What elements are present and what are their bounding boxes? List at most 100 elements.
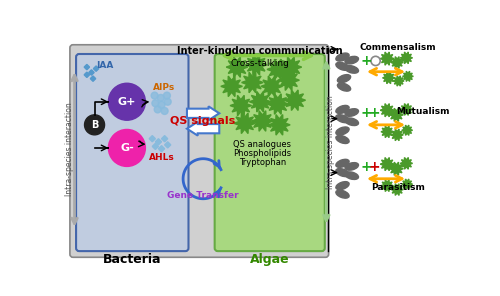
Circle shape [151,92,158,99]
Ellipse shape [345,56,358,64]
Ellipse shape [336,190,349,198]
Text: QS signals: QS signals [170,116,235,126]
Ellipse shape [345,66,358,73]
Polygon shape [400,52,412,64]
Polygon shape [156,139,162,145]
Ellipse shape [336,136,349,144]
Polygon shape [234,113,256,133]
Polygon shape [268,115,290,135]
Text: Bacteria: Bacteria [103,253,162,266]
Text: Intra-species interaction: Intra-species interaction [326,95,336,189]
Circle shape [371,56,380,65]
Text: Phospholipids: Phospholipids [234,149,292,158]
Polygon shape [89,70,94,75]
Circle shape [84,115,104,135]
Text: +: + [360,106,372,120]
Polygon shape [391,129,404,141]
Text: Mutualism: Mutualism [396,107,450,116]
Polygon shape [391,184,404,195]
Polygon shape [261,76,282,96]
Text: IAA: IAA [96,61,114,70]
Text: Tryptophan: Tryptophan [239,158,286,167]
Text: Cross-talking: Cross-talking [230,59,290,68]
Text: Commensalism: Commensalism [360,43,436,52]
Ellipse shape [338,83,350,91]
Ellipse shape [336,62,349,70]
Ellipse shape [338,75,350,83]
Text: Gene Transfer: Gene Transfer [168,191,239,200]
Circle shape [108,83,146,120]
Polygon shape [380,52,394,65]
Polygon shape [221,76,242,96]
Ellipse shape [336,115,349,123]
Text: +: + [368,160,380,174]
Text: +: + [360,160,372,174]
Ellipse shape [336,53,349,61]
Polygon shape [246,54,267,75]
Polygon shape [391,57,404,68]
Polygon shape [381,126,394,138]
Text: AHLs: AHLs [150,153,175,162]
Polygon shape [158,146,164,152]
FancyBboxPatch shape [214,54,325,251]
Text: Inter-kingdom communication: Inter-kingdom communication [178,46,343,56]
Polygon shape [380,104,394,117]
Text: QS analogues: QS analogues [234,140,292,149]
Polygon shape [402,179,412,189]
Text: AIPs: AIPs [152,83,175,92]
Ellipse shape [345,172,358,179]
Text: Parasitism: Parasitism [371,183,425,192]
Ellipse shape [336,105,349,113]
Circle shape [158,101,165,108]
Polygon shape [84,72,89,78]
Polygon shape [187,122,220,136]
Text: +: + [360,54,372,68]
Polygon shape [90,76,96,81]
Polygon shape [390,108,404,121]
Polygon shape [162,136,168,142]
Polygon shape [230,95,252,116]
Ellipse shape [345,118,358,126]
Polygon shape [380,157,394,171]
Polygon shape [226,57,248,77]
Ellipse shape [336,127,349,135]
Text: G-: G- [120,143,134,153]
Polygon shape [149,136,156,142]
Ellipse shape [345,163,358,170]
Polygon shape [250,91,271,112]
Circle shape [164,98,171,105]
Text: G+: G+ [118,97,136,107]
Ellipse shape [336,182,349,190]
Polygon shape [400,157,412,169]
Text: B: B [91,120,98,130]
Polygon shape [280,57,301,77]
Polygon shape [390,162,404,175]
Polygon shape [394,76,404,86]
Polygon shape [84,65,89,70]
Polygon shape [278,70,299,91]
Circle shape [164,92,170,99]
Ellipse shape [345,109,358,116]
Ellipse shape [336,168,349,177]
FancyBboxPatch shape [76,54,188,251]
Polygon shape [381,180,394,192]
Polygon shape [242,72,263,93]
Circle shape [108,129,146,166]
Polygon shape [164,142,171,148]
Ellipse shape [336,159,349,167]
Polygon shape [402,71,413,81]
Polygon shape [402,125,412,135]
Polygon shape [284,90,306,110]
Polygon shape [267,59,288,80]
Text: +: + [368,106,380,120]
Polygon shape [382,72,395,84]
Circle shape [161,107,168,115]
Polygon shape [187,106,220,120]
Circle shape [158,94,164,101]
Polygon shape [252,111,273,131]
Polygon shape [400,104,412,115]
Text: Algae: Algae [250,253,290,266]
Polygon shape [267,94,288,114]
Circle shape [154,106,161,113]
FancyBboxPatch shape [70,45,328,257]
